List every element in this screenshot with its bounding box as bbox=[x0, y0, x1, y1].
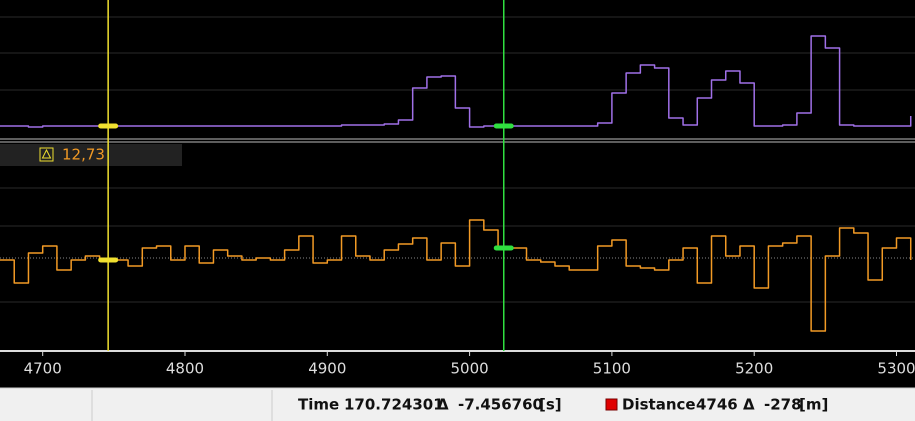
status-text: 170.724301 bbox=[344, 396, 444, 414]
status-text: Δ bbox=[743, 396, 755, 414]
trace bbox=[0, 219, 912, 332]
grid bbox=[0, 16, 915, 303]
status-text: -7.456760 bbox=[458, 396, 543, 414]
delta-icon bbox=[39, 147, 54, 162]
distance-icon bbox=[605, 398, 618, 411]
status-text: Distance bbox=[622, 396, 696, 414]
x-tick-label: 5200 bbox=[735, 360, 773, 378]
cursor-marker bbox=[493, 245, 514, 251]
status-text: [s] bbox=[539, 396, 562, 414]
x-tick-label: 5300 bbox=[877, 360, 915, 378]
cursor-marker bbox=[98, 123, 119, 129]
x-tick-label: 4900 bbox=[308, 360, 346, 378]
cursor-marker bbox=[493, 123, 514, 129]
status-text: [m] bbox=[799, 396, 828, 414]
x-tick-label: 5000 bbox=[451, 360, 489, 378]
plot-background bbox=[0, 0, 915, 388]
status-text: -278 bbox=[764, 396, 802, 414]
status-text: Δ bbox=[437, 396, 449, 414]
x-tick-label: 5100 bbox=[593, 360, 631, 378]
status-text: 4746 bbox=[696, 396, 738, 414]
x-tick-label: 4800 bbox=[166, 360, 204, 378]
readout-value: 12,73 bbox=[62, 146, 105, 164]
x-tick-label: 4700 bbox=[24, 360, 62, 378]
status-bar bbox=[0, 388, 915, 421]
status-text: Time bbox=[298, 396, 339, 414]
cursor-marker bbox=[98, 257, 119, 263]
delta-icon bbox=[41, 148, 52, 159]
